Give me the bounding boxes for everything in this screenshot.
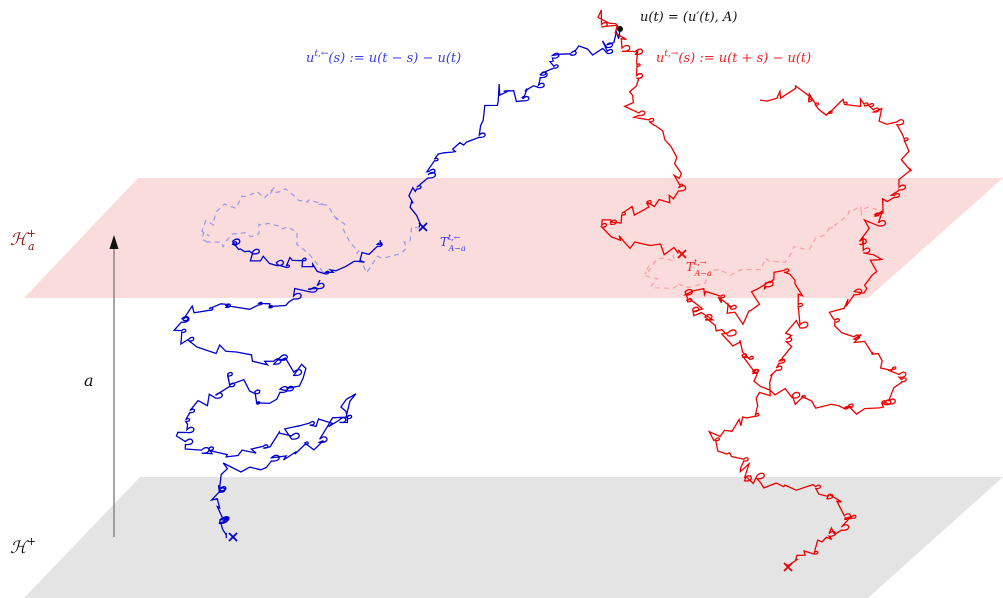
label-backward-increment: ut,←(s) := u(t − s) − u(t) xyxy=(306,49,461,66)
u-t-point xyxy=(617,26,623,32)
upper-plane-H-a xyxy=(24,178,1003,298)
red-end-marker xyxy=(783,562,793,572)
blue-path-left-cluster xyxy=(231,238,383,275)
lower-plane-H xyxy=(24,477,1003,598)
blue-path-lower-segment xyxy=(172,279,357,539)
label-H-plus: ℋ+ xyxy=(10,535,36,558)
height-axis-arrowhead xyxy=(109,235,119,249)
red-path-upper-segment xyxy=(597,9,687,256)
red-path-dashed-segment xyxy=(642,205,885,289)
blue-T-marker xyxy=(418,222,428,232)
label-T-forward: Tt,→ A−a xyxy=(686,258,712,278)
label-T-backward: Tt,← A−a xyxy=(440,233,466,253)
blue-path-upper-segment xyxy=(408,29,621,228)
label-u-t: u(t) = (u′(t), A) xyxy=(640,10,737,25)
label-forward-increment: ut,→(s) := u(t + s) − u(t) xyxy=(656,49,811,66)
label-H-a-plus: ℋ+ a xyxy=(10,227,36,253)
label-a-axis: a xyxy=(84,371,94,390)
blue-end-marker xyxy=(228,532,238,542)
red-T-marker xyxy=(677,249,687,259)
red-path-lower-segment xyxy=(682,84,912,567)
